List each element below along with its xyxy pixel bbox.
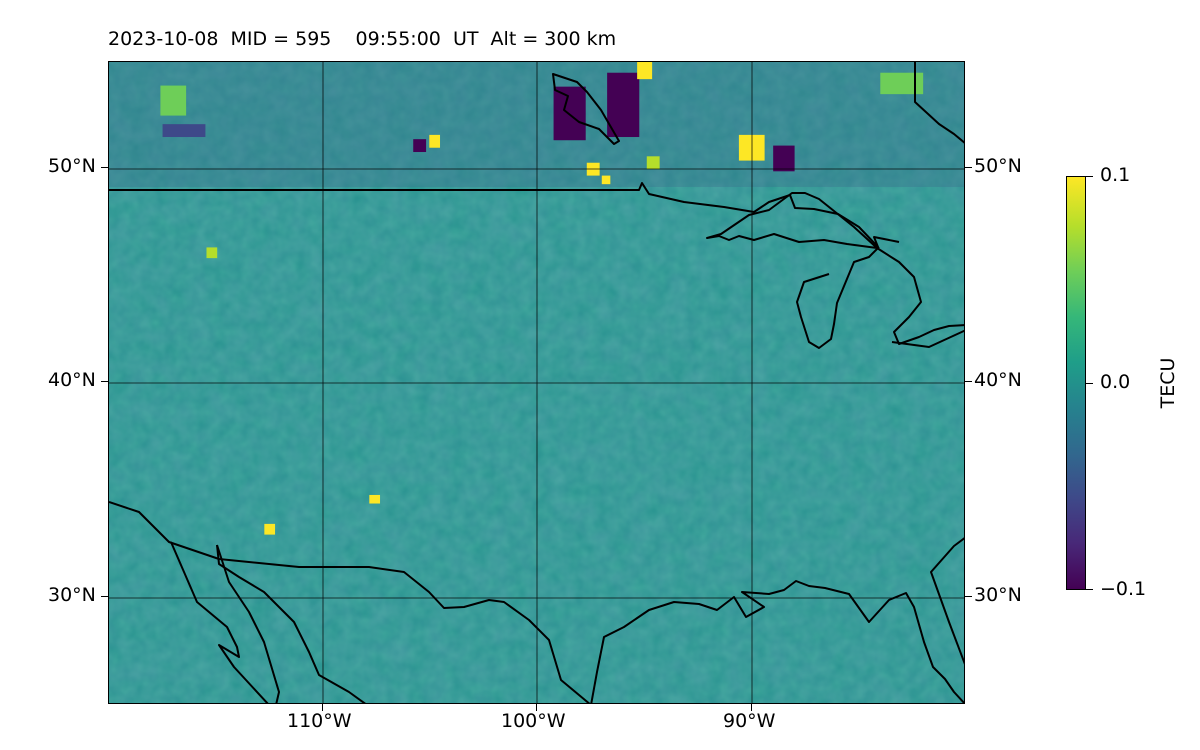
- lon-label: 100°W: [501, 710, 566, 732]
- lon-tick-mark: [751, 704, 753, 711]
- florida-east: [930, 537, 964, 665]
- lat-label-right: 50°N: [974, 155, 1022, 177]
- gulf-coast: [590, 580, 964, 703]
- lat-label-left: 40°N: [48, 369, 96, 391]
- lat-tick-mark: [101, 167, 108, 169]
- lake-michigan: [796, 246, 880, 349]
- lon-tick-mark: [322, 704, 324, 711]
- negative-anomaly: [607, 72, 640, 138]
- lake-huron: [876, 247, 964, 345]
- positive-anomaly: [429, 134, 441, 148]
- lon-label: 110°W: [287, 710, 352, 732]
- positive-anomaly: [646, 156, 660, 170]
- baja-california: [170, 541, 269, 703]
- colorbar: [1066, 176, 1086, 590]
- negative-anomaly: [773, 145, 795, 172]
- lat-label-right: 40°N: [974, 369, 1022, 391]
- lon-label: 90°W: [723, 710, 776, 732]
- lat-label-left: 30°N: [48, 584, 96, 606]
- colorbar-tick-mark: [1086, 383, 1093, 385]
- northern-band: [109, 62, 964, 187]
- lat-tick-mark-right: [965, 381, 972, 383]
- lat-label-right: 30°N: [974, 584, 1022, 606]
- colorbar-tick-label: −0.1: [1100, 578, 1147, 600]
- map-title: 2023-10-08 MID = 595 09:55:00 UT Alt = 3…: [108, 28, 617, 50]
- positive-anomaly: [160, 85, 187, 116]
- colorbar-tick-mark: [1086, 176, 1093, 178]
- hudson-bay-coast: [552, 73, 620, 145]
- colorbar-tick-mark: [1086, 589, 1093, 591]
- colorbar-tick-label: 0.0: [1100, 371, 1131, 393]
- positive-anomaly: [206, 247, 218, 259]
- lake-erie: [891, 329, 964, 348]
- sea-of-cortez: [216, 544, 280, 703]
- lat-tick-mark-right: [965, 167, 972, 169]
- lat-tick-mark-right: [965, 596, 972, 598]
- negative-anomaly: [162, 124, 206, 138]
- positive-anomaly: [601, 175, 611, 185]
- lat-tick-mark: [101, 596, 108, 598]
- lat-tick-mark: [101, 381, 108, 383]
- positive-anomaly: [637, 62, 653, 80]
- positive-anomaly: [369, 494, 381, 504]
- lon-tick-mark: [536, 704, 538, 711]
- map-canvas: [109, 62, 964, 703]
- mexico-border: [109, 501, 591, 703]
- positive-anomaly: [264, 523, 276, 535]
- negative-anomaly: [413, 139, 427, 153]
- nw-border: [914, 62, 964, 144]
- us-canada-border: [109, 182, 900, 248]
- colorbar-tick-label: 0.1: [1100, 164, 1131, 186]
- gridlines: [109, 62, 964, 703]
- positive-anomaly: [880, 72, 924, 95]
- lat-label-left: 50°N: [48, 155, 96, 177]
- coastlines-borders: [109, 62, 964, 703]
- colorbar-label: TECU: [1157, 357, 1179, 409]
- mexico-west-coast: [216, 544, 366, 703]
- tec-map: [108, 61, 965, 704]
